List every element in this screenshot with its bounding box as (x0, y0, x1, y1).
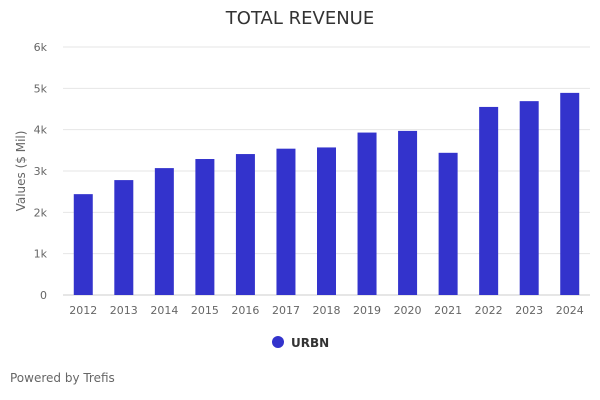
legend[interactable]: URBN (272, 336, 329, 350)
bar-2012[interactable] (73, 194, 93, 295)
x-axis-ticks: 2012 2013 2014 2015 2016 2017 2018 2019 2020 2021… (69, 304, 583, 317)
bar-2017[interactable] (276, 148, 296, 295)
bar-2020[interactable] (398, 130, 418, 295)
x-tick-label: 2012 (69, 304, 97, 317)
bar-2019[interactable] (357, 132, 377, 295)
bar-2018[interactable] (317, 147, 336, 295)
x-tick-label: 2014 (150, 304, 178, 317)
y-tick-label: 3k (34, 165, 48, 178)
bar-2015[interactable] (195, 159, 215, 295)
bar-2022[interactable] (479, 106, 499, 295)
y-tick-label: 4k (34, 124, 48, 137)
y-tick-label: 2k (34, 206, 48, 219)
bars (73, 92, 580, 295)
bar-2014[interactable] (154, 168, 174, 295)
x-tick-label: 2016 (231, 304, 259, 317)
x-tick-label: 2015 (191, 304, 219, 317)
bar-2016[interactable] (235, 154, 255, 295)
x-tick-label: 2023 (515, 304, 543, 317)
bar-2023[interactable] (519, 101, 539, 295)
bar-2024[interactable] (560, 92, 580, 295)
y-tick-label: 0 (40, 289, 47, 302)
x-tick-label: 2019 (353, 304, 381, 317)
y-tick-label: 5k (34, 82, 48, 95)
x-tick-label: 2022 (475, 304, 503, 317)
bar-2013[interactable] (114, 180, 134, 295)
x-tick-label: 2017 (272, 304, 300, 317)
x-tick-label: 2020 (394, 304, 422, 317)
x-tick-label: 2018 (313, 304, 341, 317)
bar-2021[interactable] (438, 152, 458, 295)
legend-marker-urbn[interactable] (272, 336, 284, 348)
x-tick-label: 2024 (556, 304, 584, 317)
powered-by-credit[interactable]: Powered by Trefis (10, 371, 115, 385)
y-tick-label: 1k (34, 248, 48, 261)
y-axis-title: Values ($ Mil) (14, 131, 28, 212)
chart-title: TOTAL REVENUE (225, 8, 374, 29)
y-axis-ticks: 0 1k 2k 3k 4k 5k 6k (34, 41, 48, 302)
y-tick-label: 6k (34, 41, 48, 54)
legend-label-urbn[interactable]: URBN (291, 336, 329, 350)
x-tick-label: 2021 (434, 304, 462, 317)
x-tick-label: 2013 (110, 304, 138, 317)
